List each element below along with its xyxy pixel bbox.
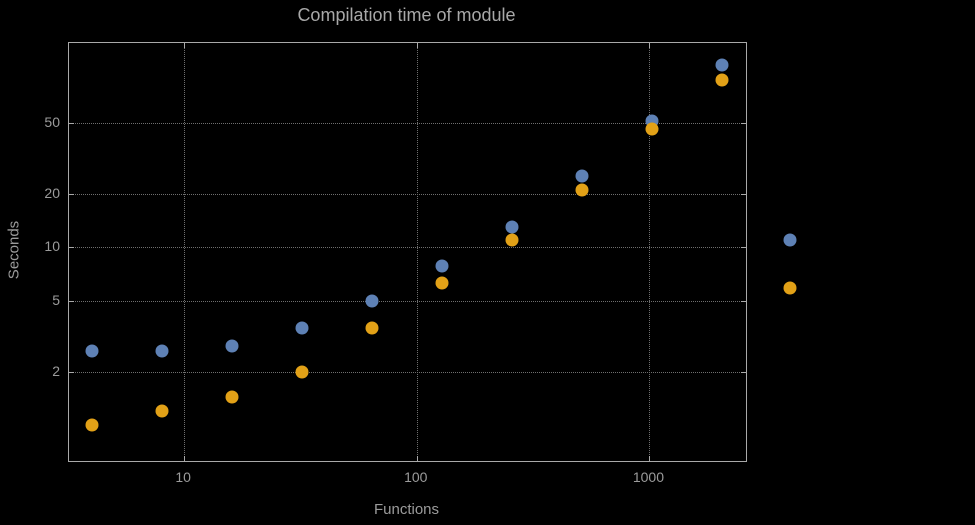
data-point-series-2 — [295, 365, 309, 379]
data-point-series-1 — [85, 344, 99, 358]
x-tick-label: 10 — [175, 469, 191, 485]
data-point-series-1 — [575, 169, 589, 183]
y-gridline — [69, 300, 746, 302]
x-gridline — [184, 43, 186, 461]
x-tick-label: 100 — [404, 469, 428, 485]
x-tick-mark — [416, 43, 418, 48]
x-axis-label: Functions — [373, 501, 440, 518]
data-point-series-1 — [225, 339, 239, 353]
y-tick-mark — [741, 247, 746, 249]
y-tick-mark — [69, 122, 74, 124]
data-point-series-1 — [505, 220, 519, 234]
data-point-series-1 — [295, 321, 309, 335]
y-tick-label: 2 — [52, 362, 60, 379]
data-point-series-2 — [365, 321, 379, 335]
y-gridline — [69, 247, 746, 249]
x-tick-mark — [649, 43, 651, 48]
x-tick-mark — [416, 456, 418, 461]
data-point-series-2 — [715, 73, 729, 87]
y-gridline — [69, 371, 746, 373]
data-point-series-2 — [225, 390, 239, 404]
y-gridline — [69, 122, 746, 124]
data-point-series-1 — [715, 58, 729, 72]
x-gridline — [649, 43, 651, 461]
data-point-series-1 — [365, 294, 379, 308]
y-gridline — [69, 193, 746, 195]
data-point-series-2 — [435, 276, 449, 290]
y-tick-mark — [741, 371, 746, 373]
y-tick-mark — [69, 300, 74, 302]
x-gridline — [416, 43, 418, 461]
y-tick-mark — [69, 247, 74, 249]
data-point-series-2 — [85, 418, 99, 432]
y-tick-mark — [69, 371, 74, 373]
chart-title: Compilation time of module — [297, 5, 516, 25]
data-point-series-2 — [155, 404, 169, 418]
legend-marker-series-2 — [783, 281, 797, 295]
data-point-series-2 — [505, 233, 519, 247]
x-tick-label: 1000 — [632, 469, 665, 485]
y-axis-label: Seconds — [5, 220, 23, 280]
plot-area — [68, 42, 747, 462]
y-tick-label: 20 — [44, 184, 60, 201]
data-point-series-2 — [575, 183, 589, 197]
data-point-series-1 — [155, 344, 169, 358]
y-tick-label: 50 — [44, 113, 60, 130]
x-tick-mark — [184, 43, 186, 48]
data-point-series-1 — [435, 259, 449, 273]
y-tick-mark — [741, 122, 746, 124]
y-tick-mark — [69, 193, 74, 195]
y-tick-label: 10 — [44, 238, 60, 255]
data-point-series-2 — [645, 122, 659, 136]
y-tick-mark — [741, 300, 746, 302]
legend-marker-series-1 — [783, 233, 797, 247]
x-tick-mark — [649, 456, 651, 461]
y-tick-label: 5 — [52, 291, 60, 308]
x-tick-mark — [184, 456, 186, 461]
y-tick-mark — [741, 193, 746, 195]
